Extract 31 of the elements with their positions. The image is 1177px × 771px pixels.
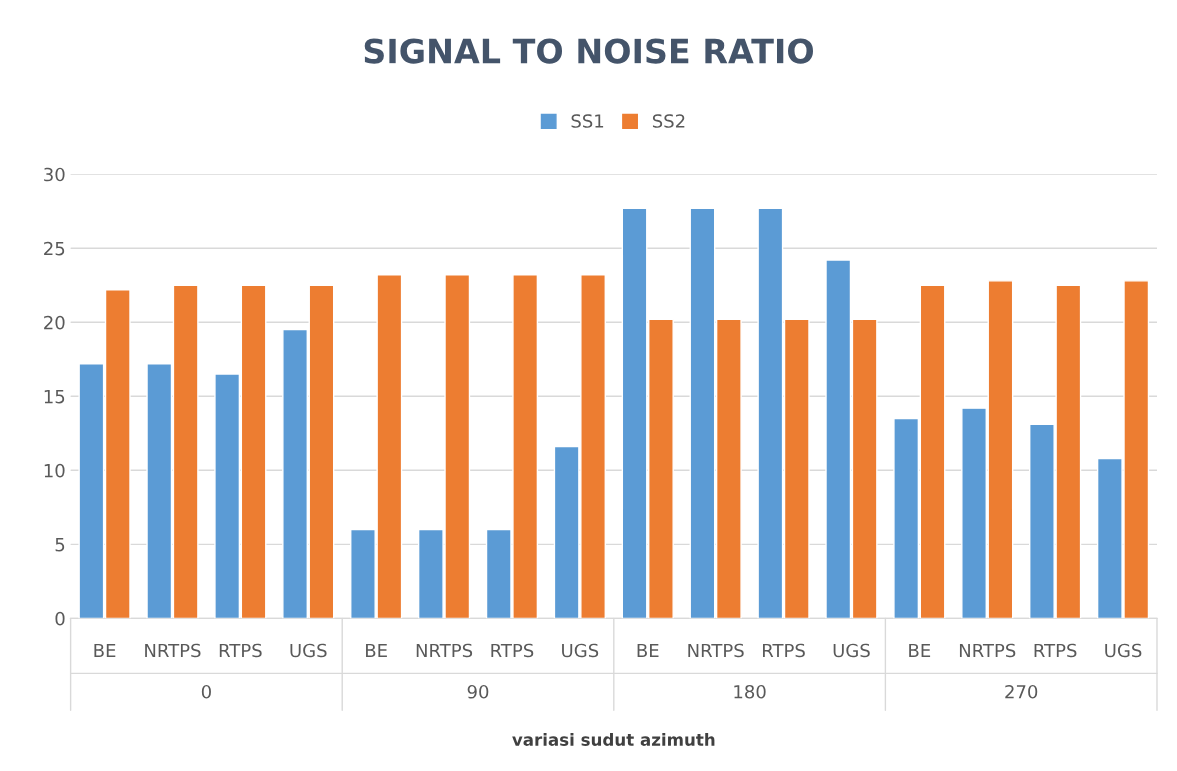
x-tick-label: BE — [637, 643, 659, 658]
text: 0 — [201, 684, 211, 699]
x-tick-label: UGS — [562, 643, 599, 658]
x-tick-label: BE — [366, 643, 387, 658]
text: 180 — [734, 684, 766, 699]
x-tick-label: RTPS — [1034, 643, 1077, 658]
y-tick-label: 5 — [55, 538, 65, 552]
legend-label: SS2 — [652, 114, 685, 128]
text: 90 — [467, 684, 489, 699]
x-tick-label: NRTPS — [145, 643, 201, 658]
x-tick-label: UGS — [1105, 643, 1142, 658]
y-tick-label: 20 — [44, 315, 65, 330]
x-tick-label: NRTPS — [959, 643, 1016, 658]
x-tick-label: UGS — [290, 643, 327, 658]
chart-title: SIGNAL TO NOISE RATIO — [364, 38, 814, 64]
y-tick-label: 10 — [44, 463, 65, 478]
x-tick-label: BE — [94, 643, 116, 658]
x-tick-label: RTPS — [219, 643, 262, 658]
y-tick-label: 25 — [44, 241, 65, 256]
x-tick-label: RTPS — [763, 643, 805, 658]
text: 270 — [1005, 684, 1038, 699]
legend-label: SS1 — [571, 114, 604, 128]
y-tick-label: 30 — [44, 167, 65, 182]
x-tick-label: RTPS — [491, 643, 534, 658]
x-tick-label: NRTPS — [416, 643, 473, 658]
y-tick-label: 0 — [55, 611, 65, 626]
x-tick-label: UGS — [833, 643, 870, 658]
x-axis-title: variasi sudut azimuth — [512, 733, 715, 746]
x-tick-label: BE — [909, 643, 931, 658]
y-tick-label: 15 — [44, 389, 65, 404]
x-tick-label: NRTPS — [688, 643, 744, 658]
